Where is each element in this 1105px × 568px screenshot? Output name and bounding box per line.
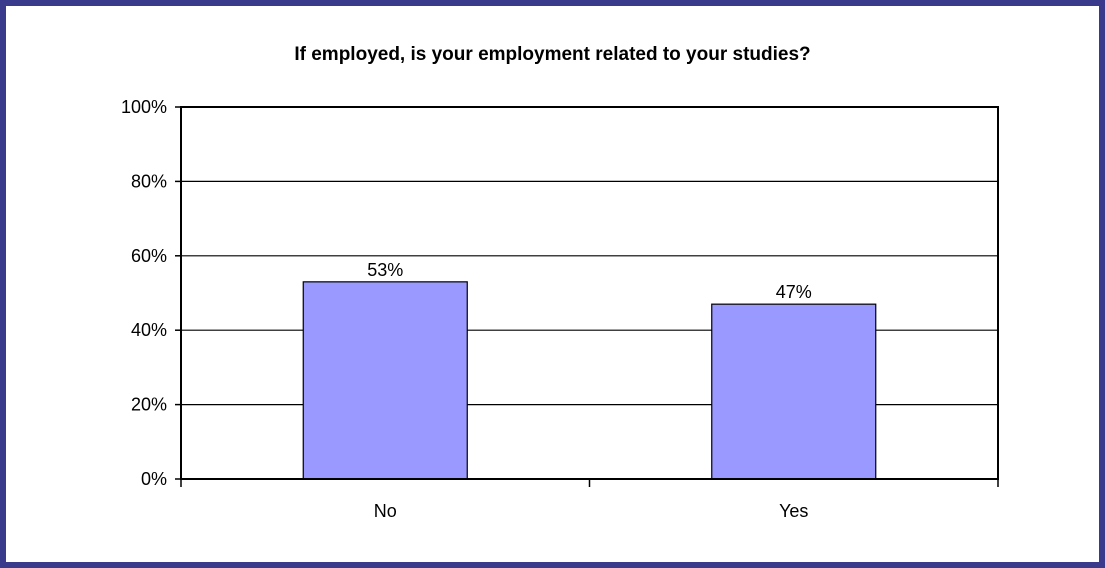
- bar-no: [302, 281, 468, 480]
- chart-title: If employed, is your employment related …: [294, 44, 811, 65]
- y-tick-label: 40%: [131, 320, 167, 340]
- axes: [175, 106, 999, 487]
- y-tick-label: 60%: [131, 246, 167, 266]
- x-tick-label: No: [374, 501, 397, 521]
- y-tick-label: 20%: [131, 395, 167, 415]
- data-label: 53%: [367, 260, 403, 280]
- labels: 0% 20% 40% 60% 80% 100% 53% No 47% Yes: [121, 97, 812, 521]
- y-tick-label: 80%: [131, 171, 167, 191]
- data-label: 47%: [776, 282, 812, 302]
- bar-yes: [711, 303, 877, 480]
- y-tick-label: 0%: [141, 469, 167, 489]
- bars: [302, 281, 877, 480]
- x-tick-label: Yes: [779, 501, 808, 521]
- y-tick-label: 100%: [121, 97, 167, 117]
